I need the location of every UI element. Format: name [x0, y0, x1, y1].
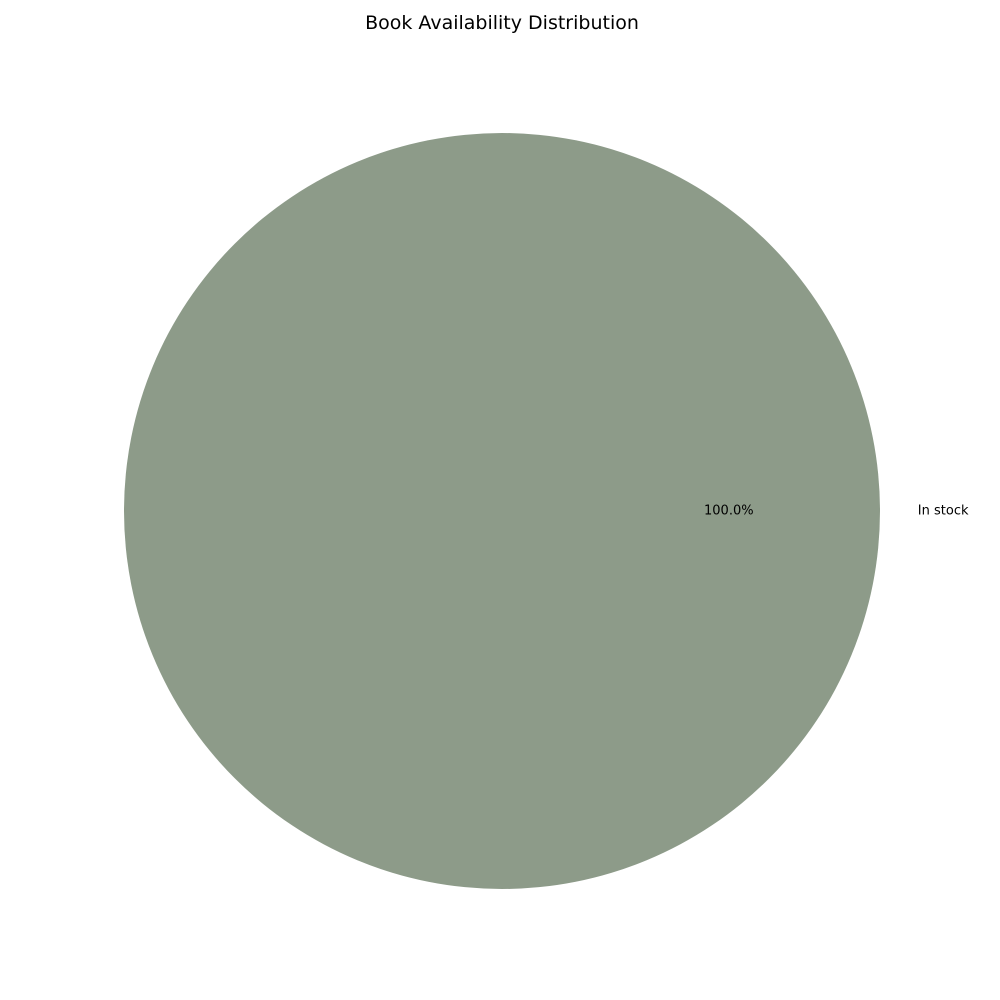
pie-slice [124, 133, 880, 889]
chart-title: Book Availability Distribution [365, 12, 639, 34]
slice-label: In stock [918, 504, 969, 519]
pie-labels: In stock 100.0% [704, 504, 969, 519]
pie-slices [124, 133, 880, 889]
slice-percent-label: 100.0% [704, 504, 754, 519]
